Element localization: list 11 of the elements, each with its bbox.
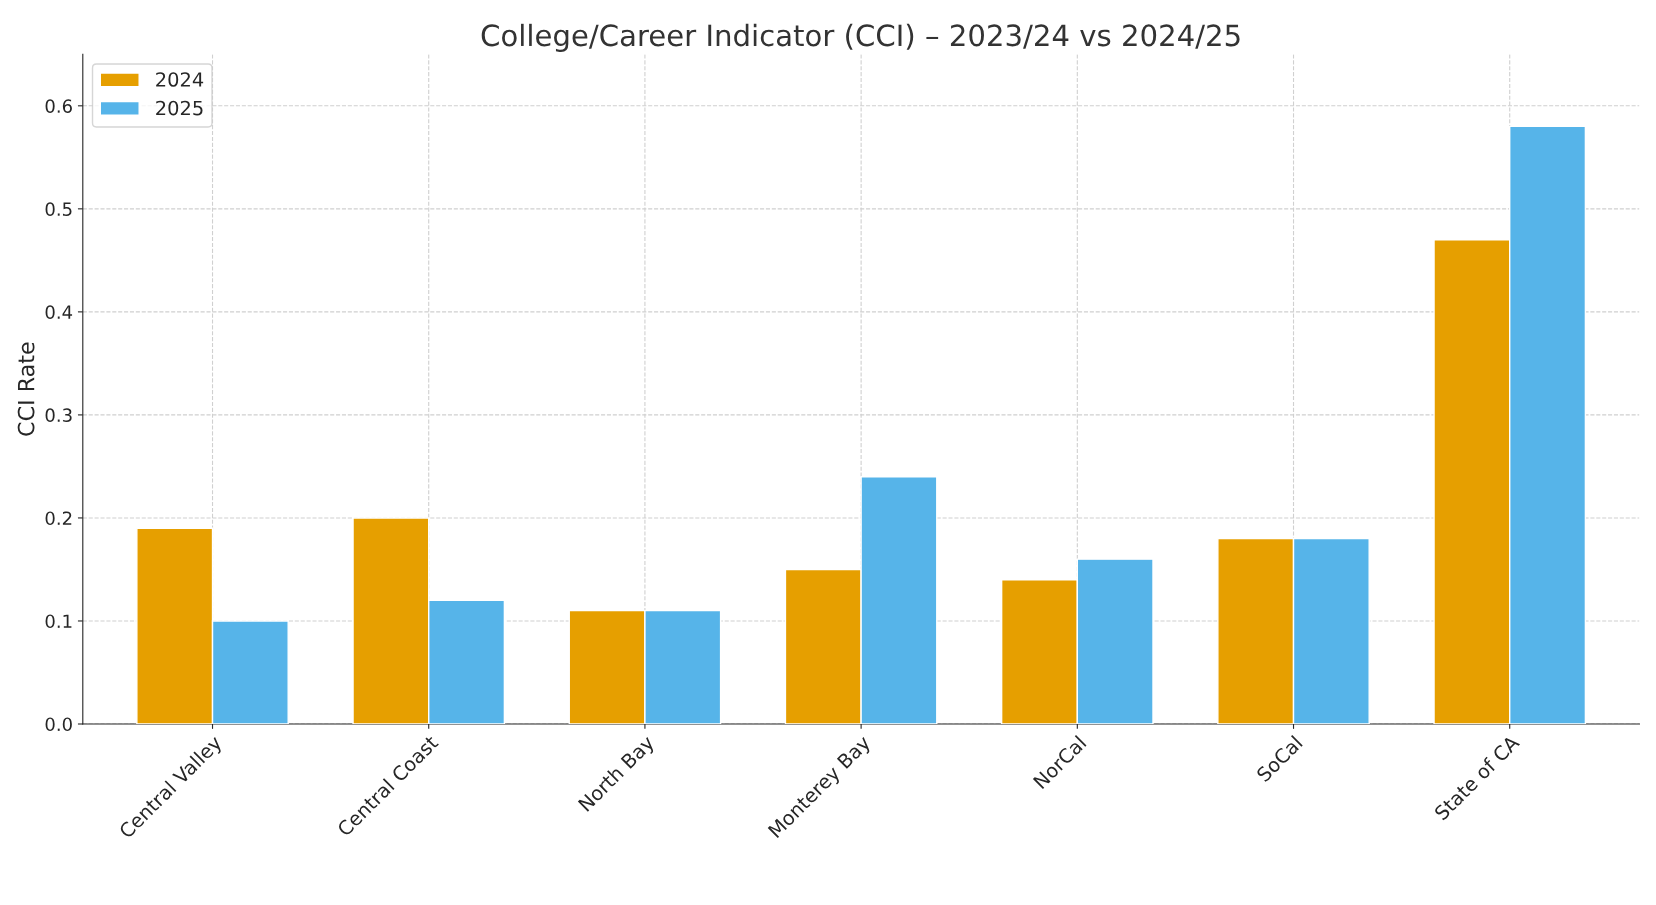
legend-label: 2024 <box>156 72 204 87</box>
y-tick-label: 0.5 <box>45 202 72 216</box>
y-tick-label: 0.0 <box>45 717 72 732</box>
legend-label: 2025 <box>156 100 203 116</box>
y-axis-title: CCI Rate <box>17 342 35 436</box>
y-tick-label: 0.1 <box>45 614 72 629</box>
y-tick-label: 0.4 <box>45 305 73 319</box>
y-tick-label: 0.2 <box>45 511 72 526</box>
chart-title: College/Career Indicator (CCI) – 2023/24 vs 2024/25 <box>481 23 1240 53</box>
y-tick-label: 0.6 <box>45 99 72 113</box>
y-tick-label: 0.3 <box>45 408 72 423</box>
